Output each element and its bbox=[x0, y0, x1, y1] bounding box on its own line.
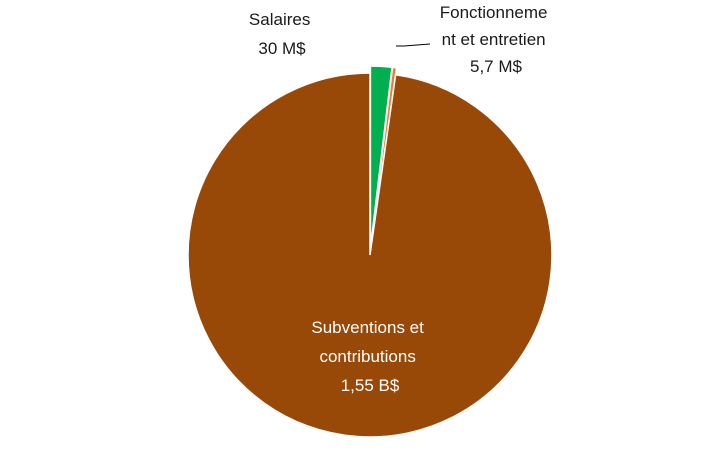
slice-label-subventions: Subventions et contributions 1,55 B$ bbox=[311, 318, 428, 395]
slice-label-subventions-line-3: 1,55 B$ bbox=[341, 376, 400, 395]
slice-label-fonctionnement: Fonctionneme nt et entretien 5,7 M$ bbox=[440, 3, 552, 76]
pie-slice-subventions bbox=[187, 72, 553, 438]
leader-line bbox=[396, 43, 431, 47]
slice-label-salaires: Salaires 30 M$ bbox=[249, 10, 315, 58]
slice-label-subventions-line-2: contributions bbox=[319, 347, 415, 366]
slice-label-fonctionnement-line-1: Fonctionneme bbox=[440, 3, 548, 22]
slice-label-salaires-line-1: Salaires bbox=[249, 10, 310, 29]
slice-label-fonctionnement-line-2: nt et entretien bbox=[442, 30, 546, 49]
slice-label-subventions-line-1: Subventions et bbox=[311, 318, 424, 337]
slice-label-salaires-line-2: 30 M$ bbox=[258, 39, 306, 58]
slice-label-fonctionnement-line-3: 5,7 M$ bbox=[470, 57, 523, 76]
pie-slices bbox=[187, 65, 553, 438]
